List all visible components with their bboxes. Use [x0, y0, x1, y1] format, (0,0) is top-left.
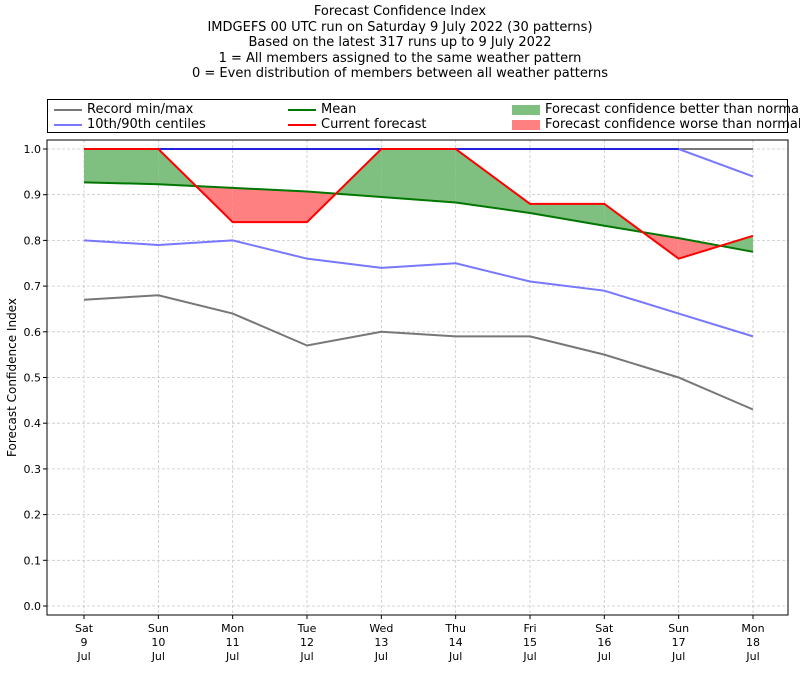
x-tick-label: Sat: [595, 622, 614, 635]
x-tick-label: Sun: [668, 622, 689, 635]
y-tick-label: 0.7: [24, 280, 42, 293]
fill-better-than-normal: [455, 149, 530, 213]
x-tick-label: 13: [374, 636, 388, 649]
legend-swatch-better: [512, 105, 540, 115]
x-tick-label: Jul: [374, 650, 388, 663]
x-tick-label: Jul: [597, 650, 611, 663]
series-record-min-line: [83, 294, 754, 411]
legend-swatch-mean: [288, 109, 316, 111]
y-tick-label: 0.4: [24, 417, 42, 430]
x-tick-label: Sat: [75, 622, 94, 635]
fill-better-than-normal: [381, 149, 456, 203]
x-tick-label: Jul: [151, 650, 165, 663]
x-tick-label: 17: [672, 636, 686, 649]
chart-title-block: Forecast Confidence Index IMDGEFS 00 UTC…: [0, 4, 800, 82]
x-tick-label: Jul: [76, 650, 90, 663]
chart-subtitle-scale-min: 0 = Even distribution of members between…: [191, 66, 609, 81]
fill-better-than-normal: [720, 235, 753, 252]
fill-better-than-normal: [530, 203, 605, 226]
y-tick-label: 0.3: [24, 463, 42, 476]
x-tick-label: 15: [523, 636, 537, 649]
y-tick-label: 0.8: [24, 234, 42, 247]
chart-subtitle-run: IMDGEFS 00 UTC run on Saturday 9 July 20…: [207, 19, 593, 35]
x-tick-label: 11: [226, 636, 240, 649]
x-tick-label: Wed: [369, 622, 393, 635]
fill-worse-than-normal: [678, 238, 721, 259]
x-tick-label: Sun: [148, 622, 169, 635]
chart-title: Forecast Confidence Index: [313, 4, 487, 19]
y-tick-label: 0.6: [24, 326, 42, 339]
x-tick-label: 16: [597, 636, 611, 649]
chart-legend: Record min/max 10th/90th centiles Mean C…: [47, 99, 800, 133]
legend-swatch-worse: [512, 120, 540, 130]
legend-label-record: Record min/max: [87, 102, 194, 117]
x-tick-label: Jul: [448, 650, 462, 663]
fill-worse-than-normal: [232, 187, 307, 223]
legend-label-worse: Forecast confidence worse than normal: [545, 117, 800, 132]
y-tick-label: 0.2: [24, 509, 42, 522]
x-tick-label: Mon: [221, 622, 244, 635]
series-p10-line: [83, 239, 754, 338]
confidence-fill-layer: [84, 149, 753, 259]
x-tick-label: 14: [449, 636, 463, 649]
x-tick-layer: Sat9JulSun10JulMon11JulTue12JulWed13JulT…: [75, 615, 765, 663]
series-current-forecast-line: [84, 148, 754, 260]
x-tick-label: Tue: [297, 622, 317, 635]
legend-swatch-centiles: [54, 124, 82, 126]
y-tick-label: 0.0: [24, 600, 42, 613]
x-tick-label: 9: [81, 636, 88, 649]
y-tick-label: 0.1: [24, 554, 42, 567]
legend-label-better: Forecast confidence better than normal: [545, 102, 800, 117]
x-tick-label: Jul: [671, 650, 685, 663]
x-tick-label: Fri: [523, 622, 536, 635]
x-tick-label: Mon: [741, 622, 764, 635]
y-axis-label: Forecast Confidence Index: [5, 298, 19, 457]
y-tick-label: 0.9: [24, 189, 42, 202]
legend-label-centiles: 10th/90th centiles: [87, 117, 206, 132]
x-tick-label: 12: [300, 636, 314, 649]
legend-swatch-record: [54, 109, 82, 111]
x-tick-label: Jul: [299, 650, 313, 663]
x-tick-label: 10: [151, 636, 165, 649]
legend-label-current: Current forecast: [321, 117, 427, 132]
chart-subtitle-based-on: Based on the latest 317 runs up to 9 Jul…: [248, 35, 552, 50]
x-tick-label: Jul: [522, 650, 536, 663]
y-tick-label: 1.0: [24, 143, 42, 156]
fill-better-than-normal: [84, 149, 159, 185]
x-tick-label: Thu: [444, 622, 466, 635]
y-tick-label: 0.5: [24, 372, 42, 385]
x-tick-label: Jul: [225, 650, 239, 663]
x-tick-label: Jul: [745, 650, 759, 663]
chart-subtitle-scale-max: 1 = All members assigned to the same wea…: [218, 50, 582, 66]
series-line-layer: [83, 148, 754, 411]
x-tick-label: 18: [746, 636, 760, 649]
y-tick-layer: 0.0 0.1 0.2 0.3 0.4 0.5 0.6 0.7 0.8 0.9 1.0: [24, 143, 47, 613]
legend-label-mean: Mean: [321, 102, 357, 117]
legend-swatch-current: [288, 124, 316, 126]
